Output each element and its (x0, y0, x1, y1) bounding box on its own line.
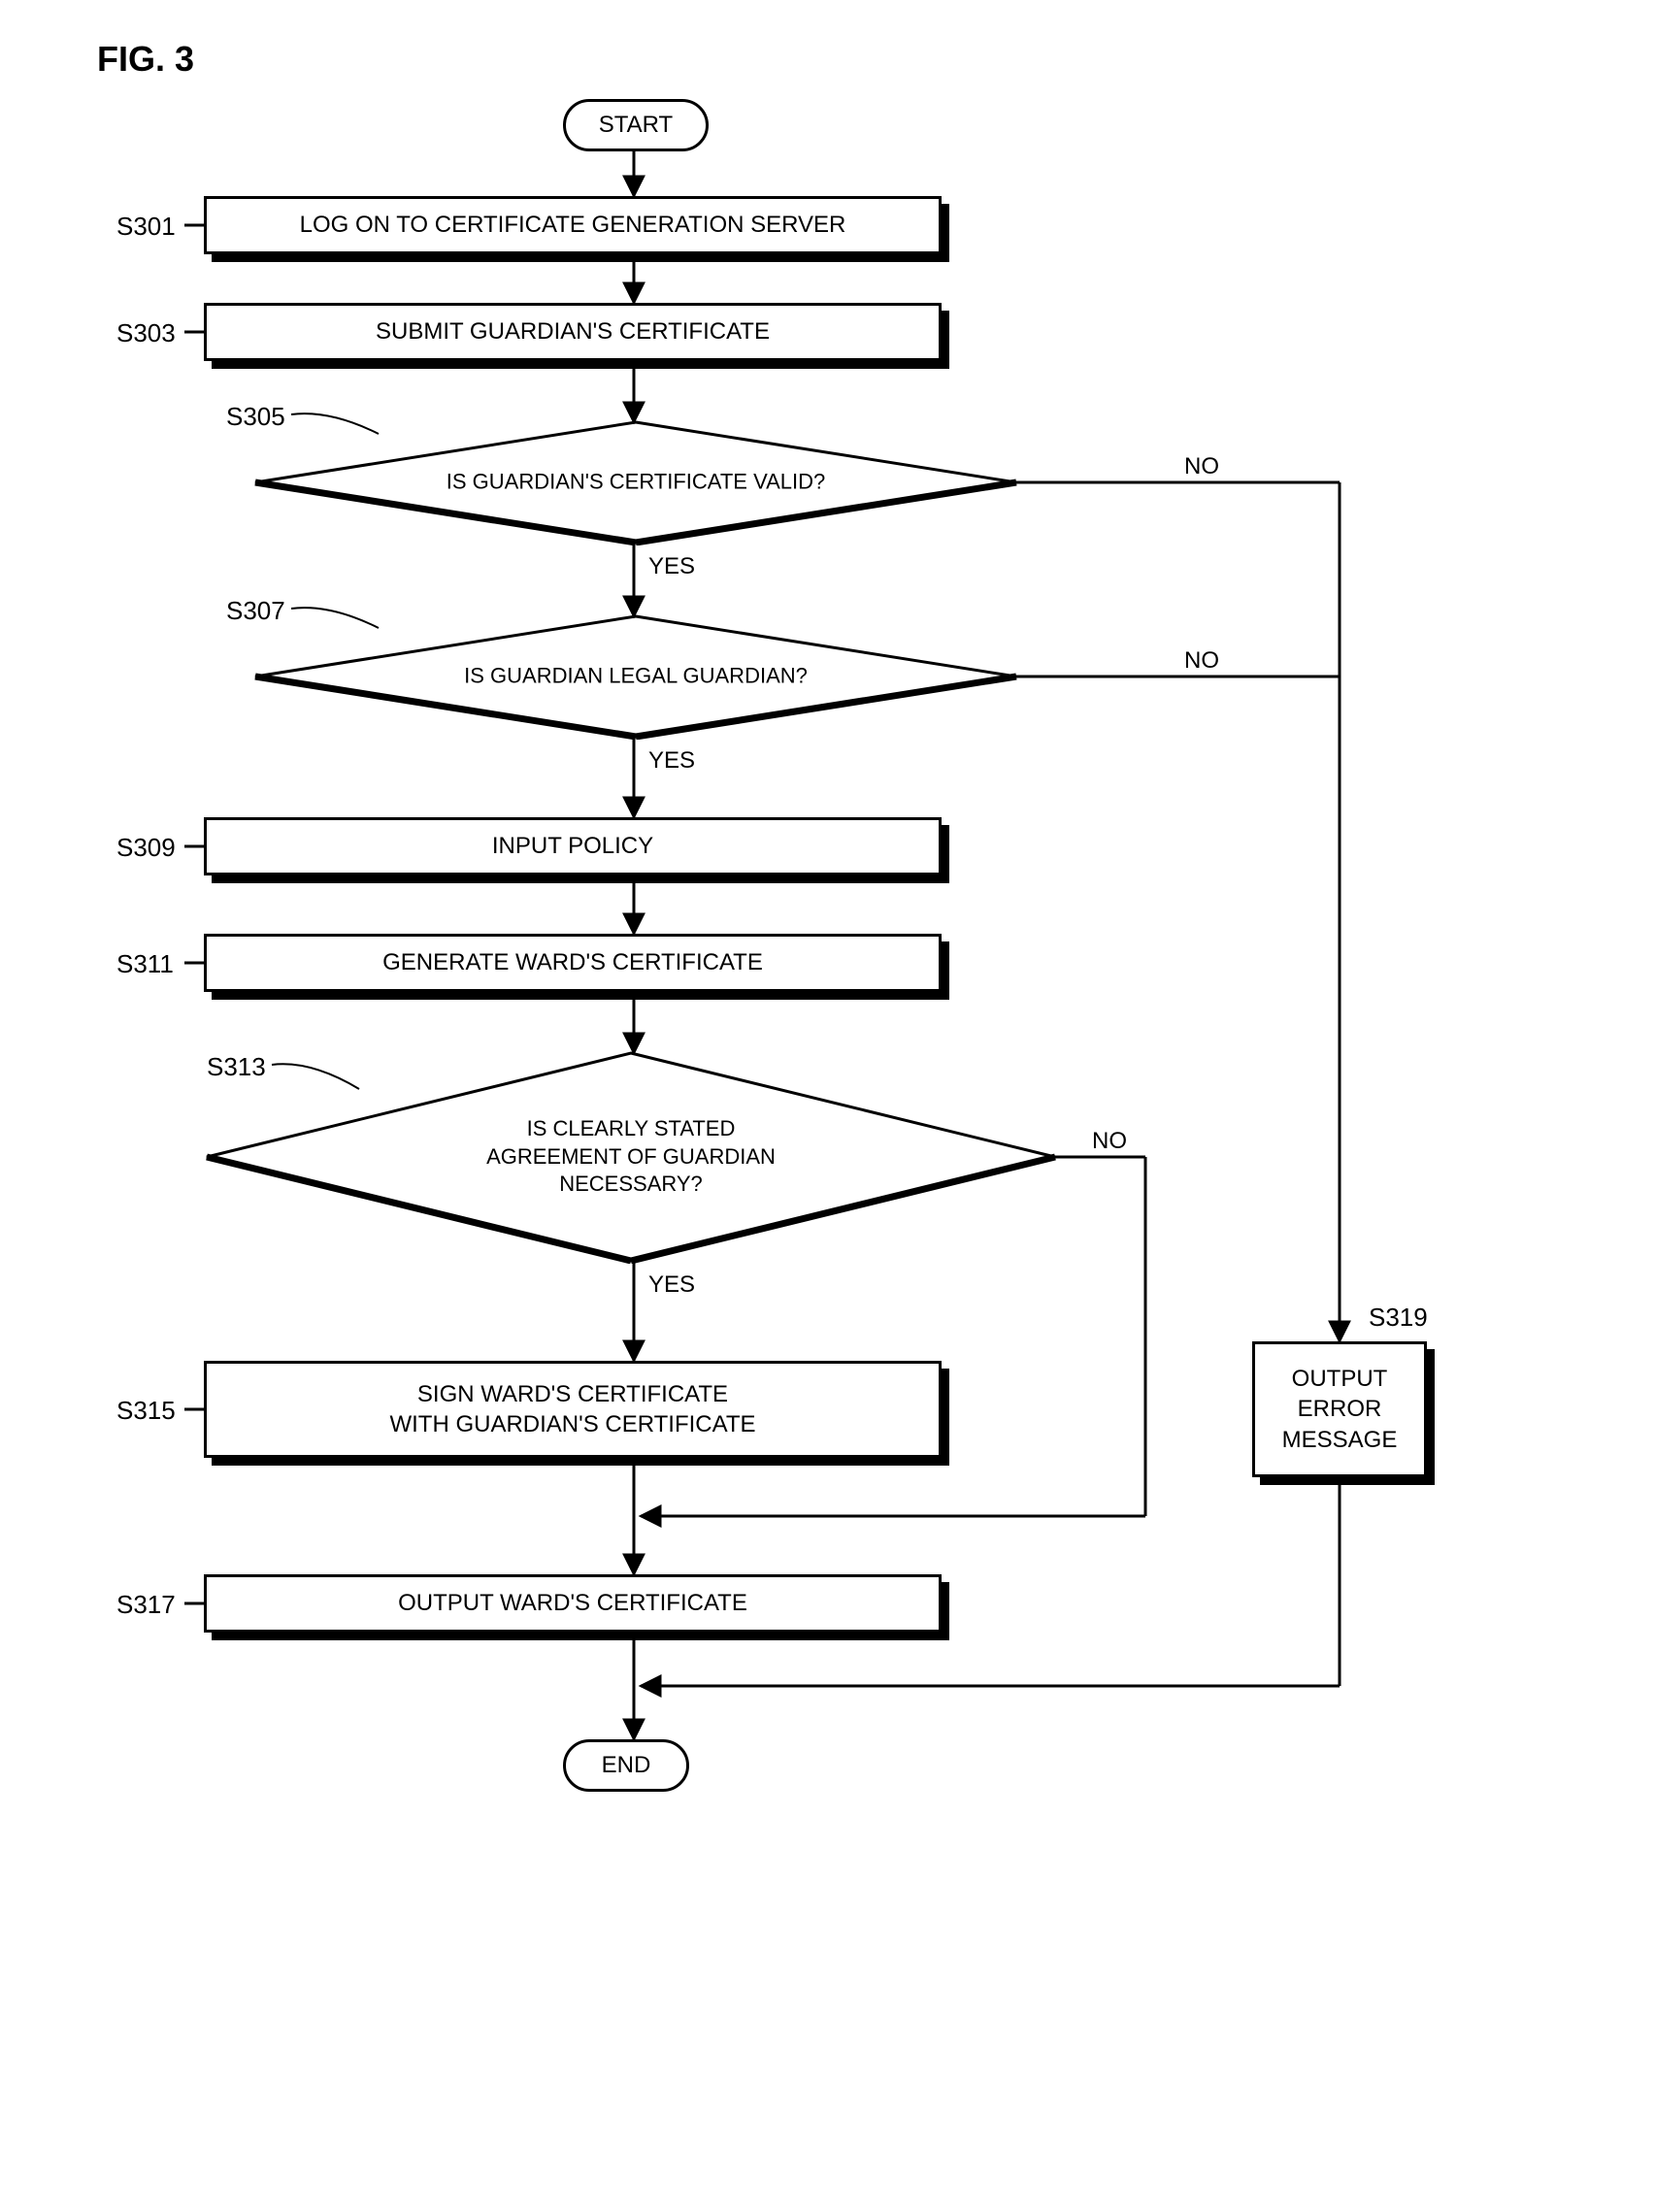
label-s311: S311 (116, 949, 174, 979)
start-label: START (599, 112, 673, 139)
process-s303: SUBMIT GUARDIAN'S CERTIFICATE (204, 303, 942, 361)
s311-text: GENERATE WARD'S CERTIFICATE (382, 947, 763, 977)
label-s317: S317 (116, 1590, 176, 1620)
process-s311: GENERATE WARD'S CERTIFICATE (204, 934, 942, 992)
flowchart: START LOG ON TO CERTIFICATE GENERATION S… (39, 99, 1592, 2137)
label-s305: S305 (226, 402, 285, 432)
s309-text: INPUT POLICY (492, 831, 653, 861)
s313-text: IS CLEARLY STATED AGREEMENT OF GUARDIAN … (486, 1115, 776, 1199)
flow-yes-s313: YES (648, 1271, 695, 1299)
decision-s305: IS GUARDIAN'S CERTIFICATE VALID? (252, 419, 1019, 545)
decision-s313: IS CLEARLY STATED AGREEMENT OF GUARDIAN … (204, 1050, 1058, 1264)
end-label: END (602, 1752, 651, 1779)
s317-text: OUTPUT WARD'S CERTIFICATE (398, 1588, 747, 1618)
label-s301: S301 (116, 212, 176, 242)
decision-s307: IS GUARDIAN LEGAL GUARDIAN? (252, 613, 1019, 740)
s319-text: OUTPUT ERROR MESSAGE (1282, 1364, 1398, 1455)
label-s303: S303 (116, 318, 176, 348)
label-s315: S315 (116, 1396, 176, 1426)
terminator-end: END (563, 1739, 689, 1792)
s305-text: IS GUARDIAN'S CERTIFICATE VALID? (447, 469, 826, 497)
label-s309: S309 (116, 833, 176, 863)
process-s301: LOG ON TO CERTIFICATE GENERATION SERVER (204, 196, 942, 254)
process-s309: INPUT POLICY (204, 817, 942, 875)
flow-no-s313: NO (1092, 1128, 1127, 1155)
flow-no-s305: NO (1184, 453, 1219, 480)
figure-title: FIG. 3 (97, 39, 1616, 80)
s307-text: IS GUARDIAN LEGAL GUARDIAN? (464, 663, 808, 691)
flow-yes-s307: YES (648, 747, 695, 775)
flow-no-s307: NO (1184, 647, 1219, 675)
label-s319: S319 (1369, 1303, 1428, 1333)
s301-text: LOG ON TO CERTIFICATE GENERATION SERVER (300, 210, 846, 240)
process-s319: OUTPUT ERROR MESSAGE (1252, 1341, 1427, 1477)
label-s313: S313 (207, 1052, 266, 1082)
s315-text: SIGN WARD'S CERTIFICATE WITH GUARDIAN'S … (389, 1379, 755, 1439)
terminator-start: START (563, 99, 709, 151)
flow-yes-s305: YES (648, 553, 695, 580)
label-s307: S307 (226, 596, 285, 626)
process-s315: SIGN WARD'S CERTIFICATE WITH GUARDIAN'S … (204, 1361, 942, 1458)
process-s317: OUTPUT WARD'S CERTIFICATE (204, 1574, 942, 1633)
s303-text: SUBMIT GUARDIAN'S CERTIFICATE (376, 316, 770, 347)
